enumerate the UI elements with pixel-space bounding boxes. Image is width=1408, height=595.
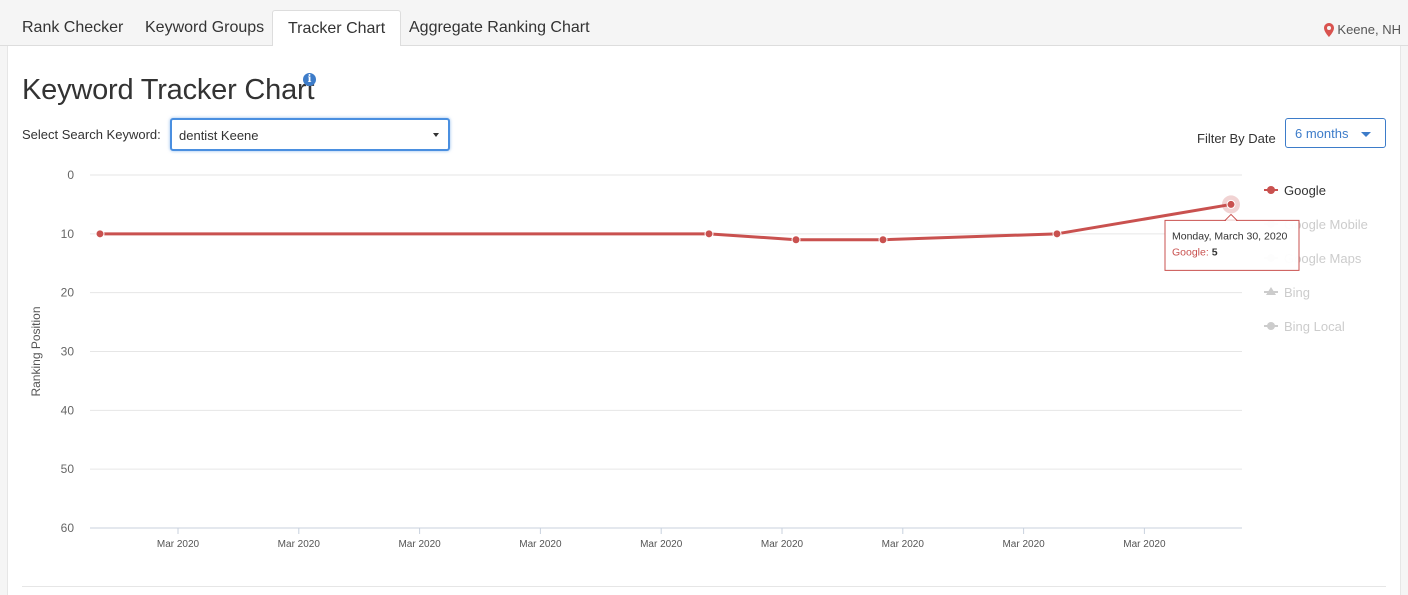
data-point[interactable] [704, 229, 714, 239]
location-indicator: Keene, NH [1324, 22, 1401, 37]
x-tick-label: Mar 2020 [519, 539, 562, 550]
location-label: Keene, NH [1337, 22, 1401, 37]
data-point[interactable] [1226, 199, 1236, 209]
tooltip-series-name: Google: [1172, 246, 1212, 258]
keyword-select[interactable]: dentist Keene [170, 118, 450, 151]
tooltip-box [1164, 219, 1300, 271]
legend-item-google-mobile: Google Mobile [1284, 217, 1368, 232]
tooltip-value: Google: 5 [1172, 246, 1218, 258]
data-point[interactable] [1052, 229, 1062, 239]
y-tick-label: 50 [61, 462, 75, 476]
x-tick-label: Mar 2020 [882, 539, 925, 550]
x-tick-label: Mar 2020 [157, 539, 200, 550]
y-tick-label: 60 [61, 521, 75, 535]
tab-rank-checker[interactable]: Rank Checker [22, 19, 124, 36]
y-tick-label: 30 [61, 345, 75, 359]
x-tick-label: Mar 2020 [1123, 539, 1166, 550]
data-point[interactable] [878, 235, 888, 245]
date-filter-value: 6 months [1295, 126, 1349, 141]
legend-item-bing-local: Bing Local [1284, 319, 1345, 334]
caret-down-icon [1361, 132, 1371, 137]
x-tick-label: Mar 2020 [1002, 539, 1045, 550]
keyword-select-label: Select Search Keyword: [22, 127, 161, 142]
y-tick-label: 10 [61, 227, 75, 241]
legend-marker [1266, 287, 1276, 295]
legend-marker [1267, 186, 1275, 194]
y-tick-label: 20 [61, 286, 75, 300]
info-icon[interactable]: i [303, 73, 316, 86]
keyword-select-value: dentist Keene [179, 128, 259, 143]
tooltip-pointer [1223, 213, 1239, 221]
date-filter-dropdown[interactable]: 6 months [1285, 118, 1386, 148]
legend-item-google-maps: Google Maps [1284, 251, 1362, 266]
legend-item-google: Google [1284, 183, 1326, 198]
tab-keyword-groups[interactable]: Keyword Groups [145, 19, 265, 36]
tab-bar: Rank Checker Keyword Groups Tracker Char… [0, 0, 1408, 47]
x-tick-label: Mar 2020 [761, 539, 804, 550]
x-tick-label: Mar 2020 [398, 539, 441, 550]
data-point[interactable] [95, 229, 105, 239]
y-axis-title: Ranking Position [29, 306, 43, 396]
tooltip-series-value: 5 [1212, 246, 1218, 258]
x-tick-label: Mar 2020 [278, 539, 321, 550]
tab-aggregate-ranking-chart[interactable]: Aggregate Ranking Chart [409, 19, 590, 36]
map-pin-icon [1324, 22, 1335, 37]
legend-item-bing: Bing [1284, 285, 1310, 300]
y-tick-label: 40 [61, 403, 75, 417]
data-point[interactable] [791, 235, 801, 245]
y-tick-label: 0 [67, 168, 74, 182]
page-title: Keyword Tracker Chart [22, 74, 315, 106]
tooltip-date: Monday, March 30, 2020 [1172, 230, 1288, 242]
caret-down-icon [433, 133, 439, 137]
legend-marker [1267, 322, 1275, 330]
tab-tracker-chart[interactable]: Tracker Chart [272, 10, 402, 47]
x-tick-label: Mar 2020 [640, 539, 683, 550]
divider [22, 586, 1386, 587]
date-filter-label: Filter By Date [1197, 131, 1276, 146]
series-line-google [100, 202, 1232, 242]
